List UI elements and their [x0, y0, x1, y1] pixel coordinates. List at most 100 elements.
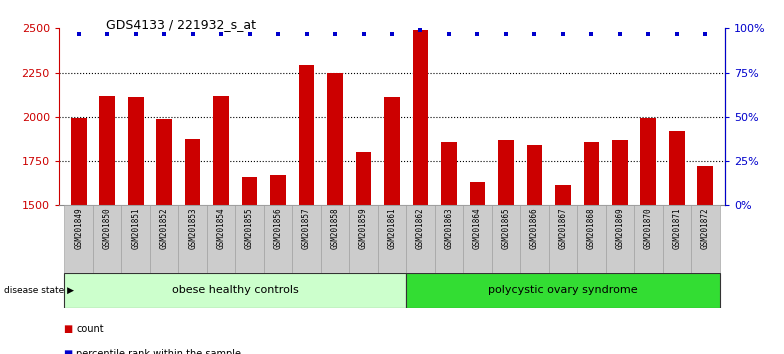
- Bar: [441, 143, 457, 354]
- Point: [499, 31, 512, 36]
- Bar: [299, 65, 314, 354]
- Bar: [577, 205, 605, 273]
- Point: [471, 31, 484, 36]
- Point: [670, 31, 683, 36]
- Bar: [241, 177, 257, 354]
- Bar: [378, 205, 406, 273]
- Bar: [128, 97, 143, 354]
- Bar: [641, 118, 656, 354]
- Bar: [64, 273, 406, 308]
- Bar: [207, 205, 235, 273]
- Bar: [412, 30, 428, 354]
- Text: GSM201855: GSM201855: [245, 207, 254, 249]
- Point: [243, 31, 256, 36]
- Point: [642, 31, 655, 36]
- Bar: [691, 205, 720, 273]
- Text: disease state ▶: disease state ▶: [4, 286, 74, 295]
- Bar: [669, 131, 684, 354]
- Bar: [520, 205, 549, 273]
- Text: GSM201854: GSM201854: [216, 207, 226, 249]
- Text: percentile rank within the sample: percentile rank within the sample: [76, 349, 241, 354]
- Text: GSM201853: GSM201853: [188, 207, 197, 249]
- Bar: [93, 205, 122, 273]
- Text: GSM201872: GSM201872: [701, 207, 710, 249]
- Text: GSM201869: GSM201869: [615, 207, 624, 249]
- Text: GSM201865: GSM201865: [502, 207, 510, 249]
- Point: [158, 31, 170, 36]
- Text: GSM201858: GSM201858: [331, 207, 339, 249]
- Text: GSM201867: GSM201867: [558, 207, 568, 249]
- Point: [187, 31, 199, 36]
- Bar: [492, 205, 520, 273]
- Bar: [434, 205, 463, 273]
- Text: GSM201849: GSM201849: [74, 207, 83, 249]
- Text: GSM201868: GSM201868: [587, 207, 596, 249]
- Bar: [122, 205, 150, 273]
- Bar: [235, 205, 264, 273]
- Point: [272, 31, 285, 36]
- Point: [300, 31, 313, 36]
- Point: [614, 31, 626, 36]
- Bar: [406, 205, 434, 273]
- Bar: [605, 205, 634, 273]
- Bar: [213, 96, 229, 354]
- Bar: [270, 175, 286, 354]
- Bar: [470, 182, 485, 354]
- Bar: [292, 205, 321, 273]
- Text: count: count: [76, 324, 103, 334]
- Text: obese healthy controls: obese healthy controls: [172, 285, 299, 295]
- Bar: [71, 118, 86, 354]
- Text: GSM201871: GSM201871: [673, 207, 681, 249]
- Bar: [179, 205, 207, 273]
- Bar: [185, 139, 201, 354]
- Text: ■: ■: [63, 324, 72, 334]
- Bar: [321, 205, 350, 273]
- Point: [129, 31, 142, 36]
- Bar: [662, 205, 691, 273]
- Point: [414, 27, 426, 33]
- Text: GSM201861: GSM201861: [387, 207, 397, 249]
- Bar: [350, 205, 378, 273]
- Bar: [327, 74, 343, 354]
- Point: [443, 31, 456, 36]
- Text: GSM201851: GSM201851: [131, 207, 140, 249]
- Bar: [498, 140, 514, 354]
- Point: [585, 31, 597, 36]
- Text: GSM201856: GSM201856: [274, 207, 282, 249]
- Text: GSM201870: GSM201870: [644, 207, 653, 249]
- Point: [328, 31, 341, 36]
- Text: polycystic ovary syndrome: polycystic ovary syndrome: [488, 285, 637, 295]
- Point: [557, 31, 569, 36]
- Bar: [527, 145, 543, 354]
- Text: GSM201859: GSM201859: [359, 207, 368, 249]
- Bar: [583, 143, 599, 354]
- Text: GSM201863: GSM201863: [445, 207, 453, 249]
- Bar: [698, 166, 713, 354]
- Point: [215, 31, 227, 36]
- Text: GSM201866: GSM201866: [530, 207, 539, 249]
- Text: GSM201857: GSM201857: [302, 207, 311, 249]
- Bar: [634, 205, 662, 273]
- Bar: [406, 273, 720, 308]
- Bar: [64, 205, 93, 273]
- Bar: [156, 119, 172, 354]
- Point: [528, 31, 541, 36]
- Point: [72, 31, 85, 36]
- Text: GSM201864: GSM201864: [473, 207, 482, 249]
- Point: [699, 31, 712, 36]
- Text: GSM201852: GSM201852: [160, 207, 169, 249]
- Text: GSM201850: GSM201850: [103, 207, 111, 249]
- Bar: [150, 205, 179, 273]
- Bar: [463, 205, 492, 273]
- Text: GDS4133 / 221932_s_at: GDS4133 / 221932_s_at: [106, 18, 256, 31]
- Point: [101, 31, 114, 36]
- Point: [386, 31, 398, 36]
- Bar: [549, 205, 577, 273]
- Bar: [384, 97, 400, 354]
- Bar: [264, 205, 292, 273]
- Bar: [612, 140, 628, 354]
- Text: ■: ■: [63, 349, 72, 354]
- Bar: [356, 152, 372, 354]
- Bar: [555, 185, 571, 354]
- Text: GSM201862: GSM201862: [416, 207, 425, 249]
